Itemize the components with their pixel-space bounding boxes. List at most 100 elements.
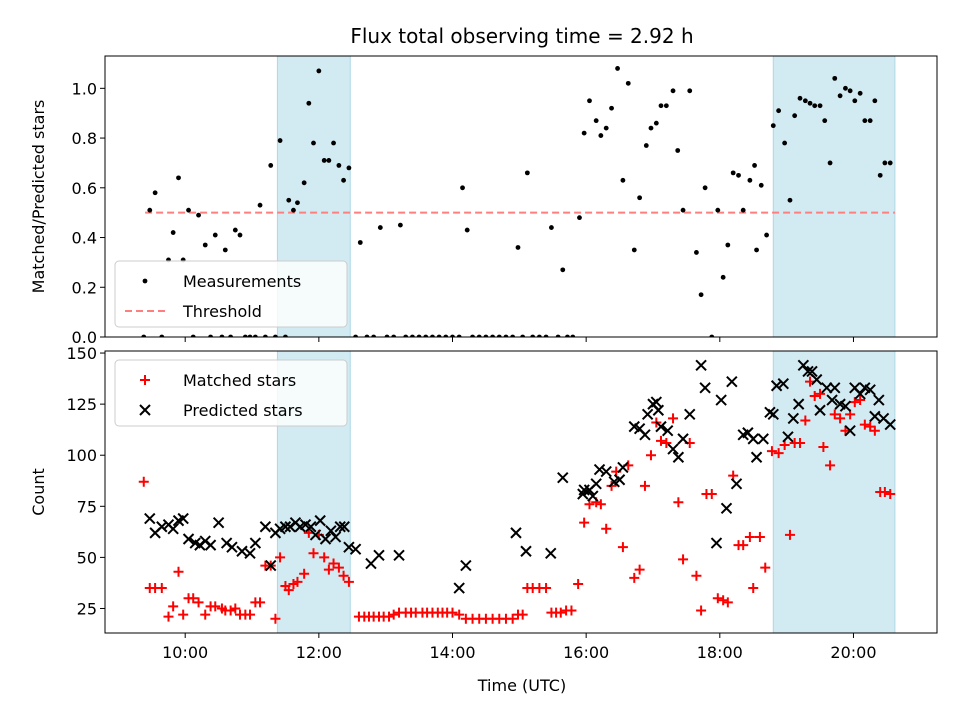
measurement-point — [598, 133, 604, 138]
y-tick-label: 25 — [77, 599, 97, 618]
measurement-point — [326, 158, 332, 163]
predicted-star-point — [639, 429, 651, 441]
measurement-point — [202, 242, 208, 248]
measurement-point — [872, 98, 878, 104]
measurement-point — [877, 172, 883, 178]
count-panel: 25 50 75 100 125 150 10:00 12:00 14:00 16:00 18:00… — [29, 344, 938, 662]
matched-star-point — [193, 597, 204, 608]
measurement-point — [208, 334, 213, 337]
measurement-point — [371, 334, 377, 337]
predicted-star-point — [814, 404, 826, 416]
matched-star-point — [292, 576, 303, 587]
predicted-star-point — [699, 382, 711, 394]
measurement-point — [730, 170, 736, 176]
y-tick-label: 150 — [66, 344, 97, 363]
measurement-point — [464, 227, 470, 233]
measurement-point — [764, 232, 769, 238]
predicted-star-point — [750, 451, 763, 463]
predicted-star-point — [545, 547, 557, 560]
measurement-point — [603, 125, 609, 131]
predicted-star-point — [747, 433, 759, 445]
measurement-point — [857, 90, 863, 96]
predicted-star-point — [792, 398, 805, 410]
measurement-point — [283, 334, 288, 337]
predicted-star-point — [182, 533, 195, 545]
predicted-star-point — [144, 512, 156, 525]
predicted-star-point — [854, 388, 866, 400]
matched-star-point — [639, 480, 650, 491]
measurement-point — [196, 212, 201, 218]
measurement-point — [670, 88, 676, 94]
predicted-star-point — [782, 431, 794, 443]
measurement-point — [483, 334, 489, 337]
measurement-point — [725, 242, 731, 248]
matched-star-point — [245, 609, 256, 620]
matched-star-point — [800, 415, 811, 426]
measurement-point — [219, 334, 225, 337]
predicted-star-point — [829, 382, 841, 394]
measurement-point — [228, 334, 234, 337]
measurement-point — [832, 75, 838, 81]
predicted-star-point — [520, 545, 532, 557]
matched-star-point — [338, 570, 349, 581]
matched-star-point — [200, 609, 211, 620]
measurement-point — [702, 185, 708, 191]
matched-star-point — [766, 446, 777, 457]
matched-star-point — [712, 593, 723, 604]
predicted-star-point — [309, 529, 322, 541]
measurement-point — [530, 334, 536, 337]
measurement-point — [637, 195, 643, 201]
measurement-point — [663, 103, 669, 109]
matched-star-point — [319, 552, 330, 563]
matched-star-point — [855, 395, 866, 406]
measurement-point — [543, 334, 549, 337]
measurement-point — [496, 334, 502, 337]
measurement-point — [510, 334, 516, 337]
measurement-point — [237, 232, 243, 238]
predicted-star-point — [587, 490, 599, 502]
matched-star-point — [825, 460, 836, 471]
predicted-star-point — [244, 547, 256, 560]
predicted-star-point — [839, 400, 852, 412]
predicted-star-point — [684, 408, 696, 421]
matched-star-point — [869, 425, 880, 436]
matched-star-point — [885, 489, 896, 500]
y-tick-label: 0.0 — [72, 328, 97, 347]
measurement-point — [648, 125, 654, 131]
measurement-point — [391, 334, 397, 337]
matched-star-point — [773, 448, 784, 459]
predicted-star-point — [249, 537, 262, 549]
legend-label: Threshold — [182, 302, 262, 321]
measurement-point — [560, 267, 566, 273]
matched-star-point — [754, 531, 765, 542]
measurement-point — [346, 165, 352, 171]
matched-star-point — [343, 576, 354, 587]
predicted-star-point — [770, 380, 783, 392]
matched-star-point — [829, 409, 840, 420]
matched-star-point — [835, 413, 846, 424]
measurement-point — [450, 334, 455, 337]
measurement-point — [620, 177, 626, 183]
matched-star-point — [728, 470, 739, 481]
measurement-point — [754, 247, 759, 253]
measurement-point — [159, 334, 165, 337]
chart-title: Flux total observing time = 2.92 h — [350, 24, 693, 48]
predicted-star-point — [453, 582, 465, 594]
matched-star-point — [555, 607, 566, 618]
measurement-point — [687, 88, 693, 94]
measurement-point — [653, 120, 659, 126]
x-tick-label: 12:00 — [296, 643, 342, 662]
matched-star-point — [795, 437, 806, 448]
predicted-star-point — [864, 384, 876, 396]
measurement-point — [887, 160, 893, 166]
measurement-point — [698, 292, 704, 298]
measurement-point — [758, 182, 764, 188]
matched-star-point — [270, 613, 281, 624]
predicted-star-point — [279, 521, 292, 533]
measurement-point — [147, 207, 153, 213]
measurement-point — [852, 98, 858, 104]
measurement-point — [822, 118, 828, 124]
predicted-star-point — [600, 465, 612, 478]
predicted-star-point — [343, 541, 355, 553]
matched-star-point — [173, 566, 184, 577]
